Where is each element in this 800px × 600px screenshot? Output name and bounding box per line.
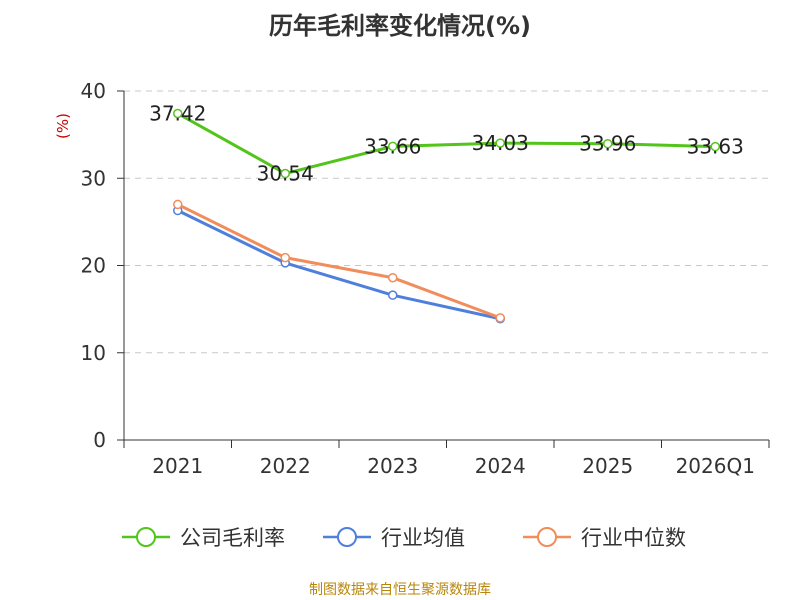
x-tick-label: 2024 [475, 454, 526, 478]
legend-label: 行业中位数 [581, 526, 686, 550]
x-tick-label: 2025 [582, 454, 633, 478]
y-tick-label: 10 [81, 341, 106, 365]
data-point [388, 141, 398, 152]
legend: 公司毛利率 行业均值 行业中位数 [122, 526, 686, 550]
data-label: 37.42 [149, 102, 206, 126]
data-point [173, 199, 183, 210]
y-tick-label: 40 [81, 79, 106, 103]
data-label: 30.54 [257, 162, 314, 186]
x-tick-label: 2026Q1 [676, 454, 755, 478]
data-label: 34.03 [472, 131, 529, 155]
data-point [280, 252, 290, 263]
x-tick-label: 2022 [260, 454, 311, 478]
axes: 0 10 20 30 40 2021 2022 2023 2024 2025 2026Q1 [81, 79, 770, 478]
grid-lines [124, 90, 769, 354]
series-line-0 [177, 112, 716, 176]
chart-title: 历年毛利率变化情况(%) [269, 12, 531, 40]
legend-marker [537, 527, 557, 547]
y-tick-label: 0 [93, 428, 106, 452]
series-line-2 [177, 203, 501, 320]
legend-marker [337, 527, 357, 547]
series-layer: 37.42 30.54 33.66 34.03 33.96 33.63 [149, 102, 744, 324]
legend-label: 公司毛利率 [180, 526, 285, 550]
data-point [495, 138, 505, 148]
data-point [710, 141, 720, 152]
data-point [388, 290, 398, 300]
y-axis-label: (%) [54, 113, 72, 139]
x-tick-label: 2023 [367, 454, 418, 478]
y-tick-label: 30 [81, 166, 106, 190]
y-tick-label: 20 [81, 254, 106, 278]
data-label: 33.63 [687, 135, 744, 159]
x-tick-label: 2021 [152, 454, 203, 478]
source-footer: 制图数据来自恒生聚源数据库 [309, 582, 491, 598]
data-label: 33.66 [364, 134, 421, 158]
data-point [388, 272, 398, 283]
data-point [173, 108, 183, 119]
legend-label: 行业均值 [381, 526, 465, 550]
data-point [603, 138, 613, 149]
data-label: 33.96 [579, 132, 636, 156]
legend-marker [136, 527, 156, 547]
data-point [495, 313, 505, 323]
series-line-1 [177, 209, 501, 321]
data-point [280, 168, 290, 179]
